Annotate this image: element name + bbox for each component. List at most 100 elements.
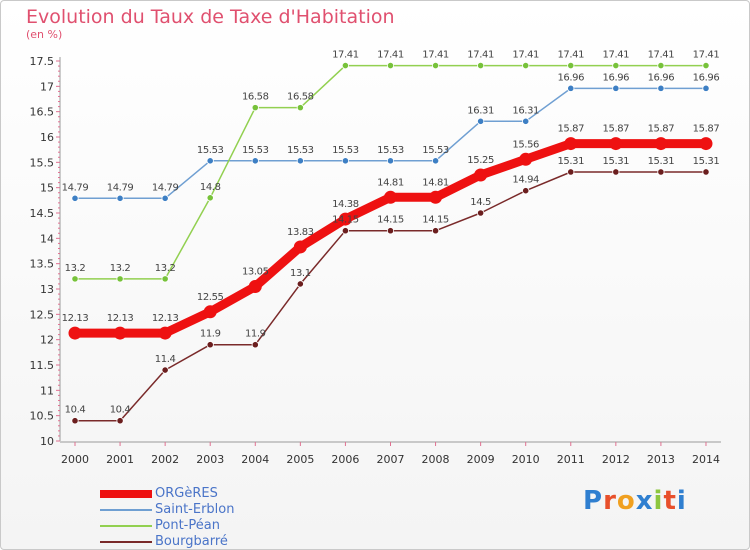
data-label-orgeres: 15.87 [557, 124, 584, 135]
data-label-bourgbarre: 11.9 [245, 329, 266, 340]
data-label-orgeres: 15.87 [693, 124, 720, 135]
data-label-orgeres: 12.13 [62, 313, 89, 324]
data-label-bourgbarre: 15.31 [693, 156, 720, 167]
data-label-orgeres: 14.81 [422, 177, 449, 188]
proxiti-logo[interactable]: Proxiti [583, 486, 687, 516]
data-label-pont-pean: 17.41 [648, 50, 675, 61]
data-point-orgeres [609, 137, 623, 151]
data-point-pont-pean [522, 61, 530, 70]
data-point-orgeres [338, 212, 352, 226]
data-label-saint-erblon: 15.53 [242, 145, 269, 156]
data-label-saint-erblon: 15.53 [197, 145, 224, 156]
x-tick-label: 2012 [602, 453, 630, 466]
data-point-bourgbarre [431, 227, 440, 235]
data-label-bourgbarre: 15.31 [603, 156, 630, 167]
data-label-orgeres: 13.83 [287, 227, 314, 238]
data-label-pont-pean: 16.58 [287, 92, 314, 103]
x-tick-label: 2000 [61, 453, 89, 466]
data-point-orgeres [699, 137, 713, 151]
data-point-orgeres [429, 190, 443, 204]
logo-letter: t [663, 486, 677, 516]
logo-letter: i [676, 486, 687, 516]
data-point-pont-pean [251, 104, 259, 112]
data-label-saint-erblon: 16.31 [512, 105, 539, 116]
data-label-saint-erblon: 15.53 [377, 145, 404, 156]
data-point-orgeres [654, 137, 668, 151]
data-label-saint-erblon: 14.79 [107, 182, 134, 193]
y-tick-label: 10 [40, 435, 54, 448]
data-point-pont-pean [206, 194, 214, 202]
series-line-bourgbarre [74, 171, 707, 422]
data-label-pont-pean: 17.41 [467, 50, 494, 61]
data-point-pont-pean [71, 275, 79, 283]
x-tick-label: 2003 [196, 453, 224, 466]
x-tick-label: 2010 [512, 453, 540, 466]
y-tick-label: 14 [40, 232, 54, 245]
data-point-bourgbarre [251, 341, 259, 349]
data-label-orgeres: 15.87 [603, 124, 630, 135]
data-label-saint-erblon: 15.53 [332, 145, 359, 156]
data-point-saint-erblon [116, 194, 124, 202]
data-point-saint-erblon [477, 117, 485, 125]
data-label-orgeres: 12.55 [197, 292, 224, 303]
data-label-bourgbarre: 15.31 [557, 156, 584, 167]
x-tick-label: 2005 [286, 453, 314, 466]
data-point-pont-pean [296, 104, 304, 112]
y-tick-label: 11.5 [30, 359, 55, 372]
data-label-bourgbarre: 14.15 [332, 215, 359, 226]
data-label-bourgbarre: 11.9 [200, 329, 221, 340]
data-point-orgeres [158, 326, 172, 340]
data-label-pont-pean: 17.41 [557, 50, 584, 61]
data-point-bourgbarre [206, 341, 214, 349]
data-label-saint-erblon: 16.96 [603, 72, 630, 83]
data-point-pont-pean [702, 61, 710, 70]
data-label-saint-erblon: 16.96 [557, 72, 584, 83]
x-tick-label: 2007 [376, 453, 404, 466]
data-label-pont-pean: 17.41 [603, 50, 630, 61]
data-point-orgeres [293, 240, 307, 254]
series-labels: 14.79 14.79 14.79 15.53 15.53 15.53 15.53 15.53… [62, 50, 720, 416]
data-point-orgeres [383, 190, 397, 204]
y-tick-label: 17 [40, 80, 54, 93]
data-point-saint-erblon [567, 84, 575, 92]
legend-swatch-orgeres [100, 490, 152, 498]
data-point-pont-pean [386, 61, 395, 70]
data-point-saint-erblon [161, 194, 169, 202]
data-point-saint-erblon [386, 157, 395, 165]
legend-swatch-bourgbarre [100, 541, 152, 543]
data-point-pont-pean [161, 275, 169, 283]
data-label-pont-pean: 13.2 [65, 263, 86, 274]
data-point-saint-erblon [296, 157, 304, 165]
data-label-bourgbarre: 10.4 [65, 405, 86, 416]
y-tick-label: 14.5 [30, 207, 55, 220]
logo-letter: i [653, 486, 664, 516]
data-label-bourgbarre: 14.5 [470, 197, 491, 208]
legend-label-saint-erblon: Saint-Erblon [155, 502, 235, 517]
legend-label-pont-pean: Pont-Péan [155, 518, 220, 533]
logo-letter: x [635, 486, 654, 516]
data-label-bourgbarre: 15.31 [648, 156, 675, 167]
y-tick-label: 15 [40, 182, 54, 195]
axes: 10 10.5 11 11.5 12 12.5 13 13.5 14 14.5 15 15.5 16 16… [30, 55, 721, 466]
x-tick-label: 2004 [241, 453, 269, 466]
data-label-saint-erblon: 16.96 [648, 72, 675, 83]
x-tick-label: 2009 [467, 453, 495, 466]
data-point-saint-erblon [431, 157, 440, 165]
data-label-saint-erblon: 15.53 [422, 145, 449, 156]
series-points [68, 61, 713, 425]
data-point-bourgbarre [161, 366, 169, 374]
data-point-bourgbarre [116, 417, 124, 425]
data-label-bourgbarre: 14.94 [512, 175, 539, 186]
data-label-orgeres: 12.13 [152, 313, 179, 324]
x-tick-label: 2002 [151, 453, 179, 466]
data-point-orgeres [248, 279, 262, 293]
data-point-saint-erblon [612, 84, 620, 92]
data-label-pont-pean: 14.8 [200, 182, 221, 193]
data-label-bourgbarre: 14.15 [377, 215, 404, 226]
data-point-saint-erblon [341, 157, 350, 165]
y-tick-label: 13 [40, 283, 54, 296]
data-label-pont-pean: 13.2 [110, 263, 131, 274]
data-label-saint-erblon: 15.53 [287, 145, 314, 156]
data-point-pont-pean [116, 275, 124, 283]
